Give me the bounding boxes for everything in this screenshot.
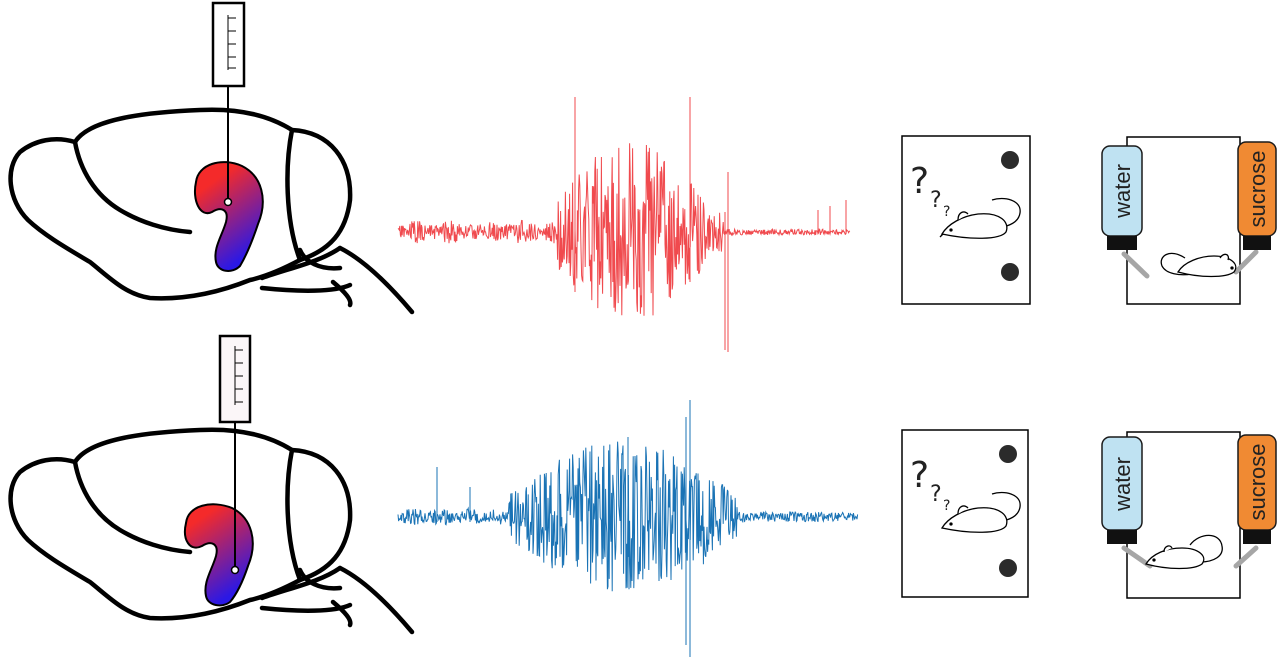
mouse-icon xyxy=(1160,252,1237,278)
electrode-icon xyxy=(211,1,246,207)
svg-text:?: ? xyxy=(930,482,942,507)
row-top: ? ? ? water xyxy=(8,1,1277,352)
svg-text:?: ? xyxy=(910,455,929,496)
row-bottom: ? ? ? water sucrose xyxy=(8,334,1277,657)
arena-choice: ? ? ? xyxy=(901,135,1031,305)
brain-region xyxy=(194,161,264,272)
well-bottom-icon xyxy=(999,559,1017,577)
well-top-icon xyxy=(999,445,1017,463)
water-bottle-icon: water xyxy=(1101,145,1143,250)
preference-chamber: water sucrose xyxy=(1101,136,1277,305)
arena-choice: ? ? ? xyxy=(901,429,1029,598)
sucrose-bottle-icon: sucrose xyxy=(1237,434,1277,544)
sucrose-label: sucrose xyxy=(1245,443,1270,520)
sucrose-label: sucrose xyxy=(1245,150,1270,227)
mouse-icon xyxy=(940,491,1021,533)
svg-text:?: ? xyxy=(943,498,950,514)
sucrose-bottle-icon: sucrose xyxy=(1237,141,1277,250)
brain-region xyxy=(184,503,254,607)
neural-trace-dorsal xyxy=(397,97,851,352)
svg-text:?: ? xyxy=(930,188,942,213)
water-label: water xyxy=(1110,457,1135,512)
mouse-icon xyxy=(939,197,1021,239)
mouse-icon xyxy=(1145,534,1223,570)
electrode-icon xyxy=(218,334,252,575)
well-top-icon xyxy=(1001,151,1019,169)
water-label: water xyxy=(1110,164,1135,219)
well-bottom-icon xyxy=(1001,263,1019,281)
svg-text:?: ? xyxy=(910,161,929,202)
brain-outline-icon xyxy=(8,107,415,315)
brain-outline-icon xyxy=(8,427,415,635)
question-mark-icon: ? ? ? xyxy=(910,455,950,514)
svg-text:?: ? xyxy=(943,204,950,220)
question-mark-icon: ? ? ? xyxy=(910,161,950,220)
water-bottle-icon: water xyxy=(1101,436,1143,544)
neural-trace-ventral xyxy=(397,400,859,657)
preference-chamber: water sucrose xyxy=(1101,431,1277,599)
